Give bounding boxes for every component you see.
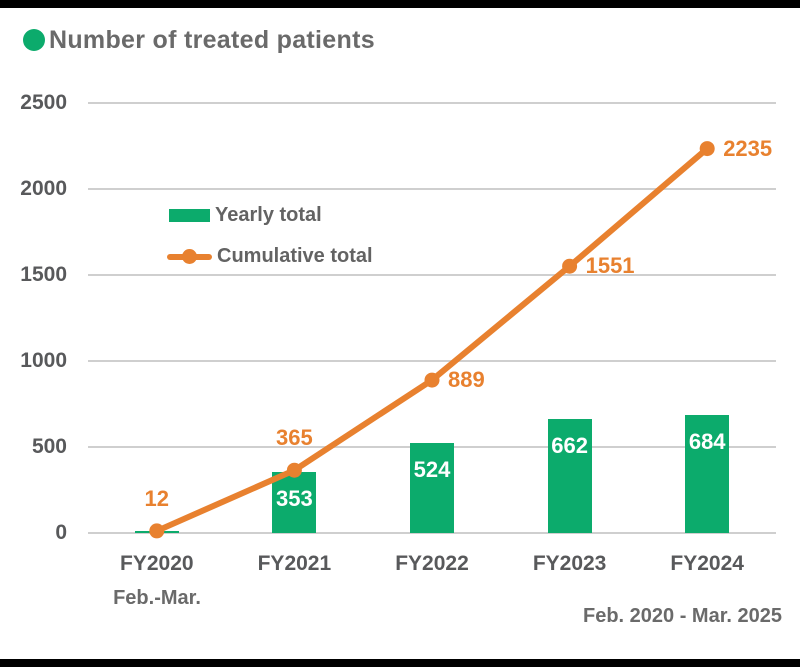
x-axis-label: FY2023 [532,552,607,575]
x-axis-label: FY2022 [395,552,469,575]
grid-line [88,102,776,104]
bar-value-label: 684 [688,429,726,455]
grid-line [88,188,776,190]
bar [134,530,179,533]
cumulative-value-label: 365 [276,425,313,451]
fy2020-period-note: Feb.-Mar. [113,587,201,609]
top-frame-bar [0,0,800,8]
cumulative-dot-icon [182,249,197,264]
chart-title-row: Number of treated patients [23,26,375,54]
grid-line [88,274,776,276]
legend-yearly-label: Yearly total [215,204,322,226]
y-tick-label: 500 [31,435,67,458]
cumulative-point [562,258,578,274]
bar-value-label: 524 [413,456,451,482]
bottom-frame-bar [0,659,800,667]
bar-value-label: 662 [551,433,588,459]
yearly-bar-swatch-icon [169,209,210,222]
y-tick-label: 1000 [20,349,67,372]
legend: Yearly total Cumulative total [167,203,373,285]
y-tick-label: 1500 [20,263,67,286]
bar-value-label: 353 [276,486,313,512]
legend-item-cumulative: Cumulative total [167,244,373,269]
x-axis-label: FY2024 [670,552,744,575]
cumulative-value-label: 889 [448,367,485,393]
x-axis-label: FY2021 [257,552,332,575]
y-tick-label: 0 [55,521,67,544]
grid-line [88,360,776,362]
cumulative-point [699,141,715,157]
legend-item-yearly: Yearly total [167,203,373,228]
y-tick-label: 2000 [20,177,67,200]
chart-title: Number of treated patients [49,26,375,54]
cumulative-value-label: 1551 [585,253,635,279]
x-axis-label: FY2020 [120,552,194,575]
cumulative-value-label: 12 [144,485,170,511]
y-tick-label: 2500 [20,91,67,114]
title-bullet-icon [23,29,45,51]
legend-cumulative-label: Cumulative total [217,245,373,267]
cumulative-value-label: 2235 [723,135,773,161]
overall-period-note: Feb. 2020 - Mar. 2025 [582,605,782,627]
cumulative-line-swatch-icon [167,249,212,264]
cumulative-point [424,372,440,388]
